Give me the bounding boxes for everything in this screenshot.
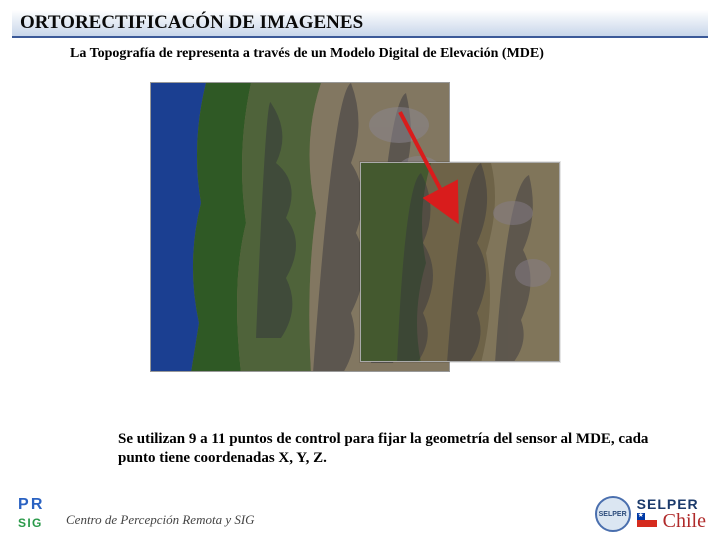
selper-logo-group: SELPER SELPER Chile (595, 496, 706, 532)
footer-org: Centro de Percepción Remota y SIG (66, 512, 255, 528)
logo-bottom: S I G (18, 516, 40, 530)
footer: P R S I G Centro de Percepción Remota y … (0, 494, 720, 534)
chile-flag-script: Chile (637, 511, 706, 531)
terrain-figure (150, 82, 550, 372)
slide-title: ORTORECTIFICACÓN DE IMAGENES (20, 12, 363, 34)
chile-flag-icon (637, 513, 657, 527)
figure-caption: Se utilizan 9 a 11 puntos de control par… (118, 430, 660, 468)
selper-label: SELPER (637, 497, 706, 511)
title-bar: ORTORECTIFICACÓN DE IMAGENES (12, 10, 708, 38)
logo-top: P R (18, 496, 41, 513)
selper-seal-icon: SELPER (595, 496, 631, 532)
terrain-inset-image (360, 162, 560, 362)
pr-sig-logo: P R S I G (18, 496, 41, 532)
subtitle: La Topografía de representa a través de … (70, 46, 680, 62)
